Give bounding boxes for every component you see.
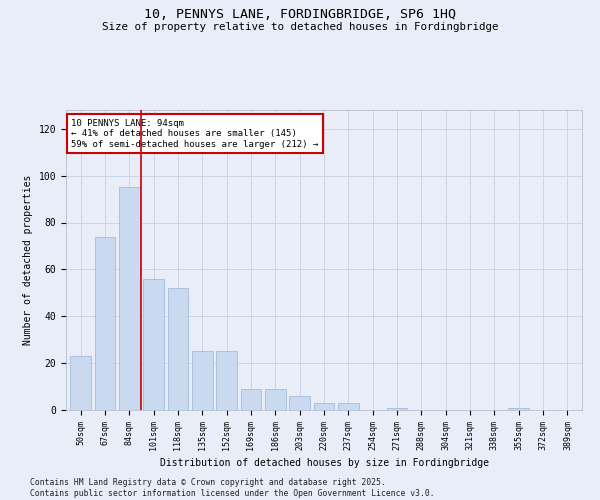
Bar [386,408,407,410]
Bar [192,352,212,410]
Text: 10, PENNYS LANE, FORDINGBRIDGE, SP6 1HQ: 10, PENNYS LANE, FORDINGBRIDGE, SP6 1HQ [144,8,456,20]
Bar [70,356,91,410]
Bar [167,288,188,410]
Bar [95,236,115,410]
Bar [508,408,529,410]
Bar [265,389,286,410]
Bar [216,352,237,410]
Y-axis label: Number of detached properties: Number of detached properties [23,175,33,345]
Bar [241,389,262,410]
Bar [338,403,359,410]
Text: 10 PENNYS LANE: 94sqm
← 41% of detached houses are smaller (145)
59% of semi-det: 10 PENNYS LANE: 94sqm ← 41% of detached … [71,119,319,149]
X-axis label: Distribution of detached houses by size in Fordingbridge: Distribution of detached houses by size … [160,458,488,468]
Bar [314,403,334,410]
Bar [289,396,310,410]
Bar [143,279,164,410]
Text: Contains HM Land Registry data © Crown copyright and database right 2025.
Contai: Contains HM Land Registry data © Crown c… [30,478,434,498]
Bar [119,188,140,410]
Text: Size of property relative to detached houses in Fordingbridge: Size of property relative to detached ho… [102,22,498,32]
